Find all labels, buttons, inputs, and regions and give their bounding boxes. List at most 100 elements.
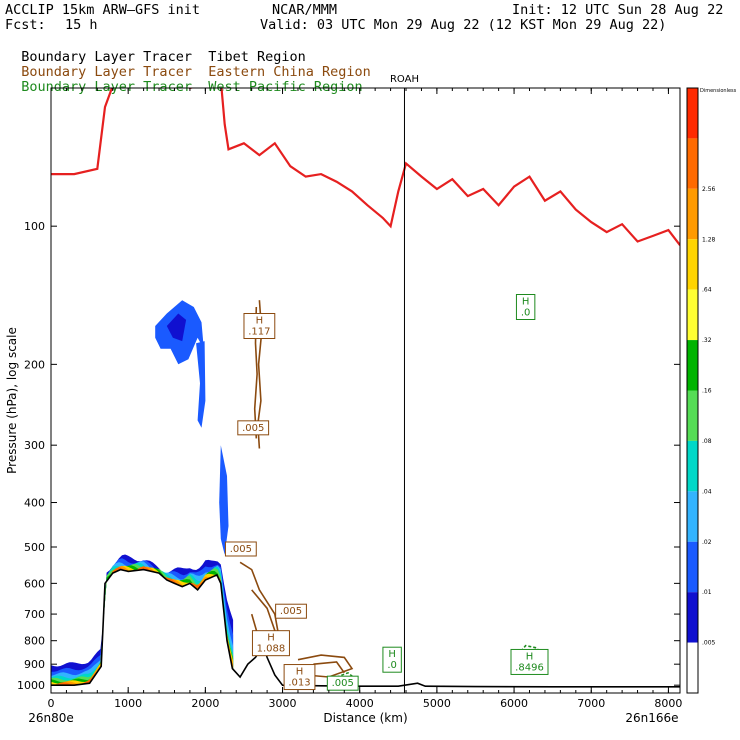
contour-value-label: .005 (275, 603, 307, 619)
contour-value-label: .005 (326, 675, 359, 691)
colorbar-frame (686, 87, 699, 694)
label-box (237, 420, 270, 436)
label-text: H (296, 667, 304, 678)
x-tick-label: 3000 (269, 697, 297, 710)
y-tick-label: 700 (24, 608, 45, 621)
forecast-label: Fcst: (5, 17, 46, 33)
label-box (243, 313, 276, 340)
contour-value-label: H.0 (382, 646, 402, 673)
colorbar-level-label: .04 (702, 488, 712, 495)
label-text: 1.088 (257, 644, 286, 655)
label-box (224, 541, 257, 557)
label-text: .0 (521, 308, 531, 319)
label-text: .005 (230, 544, 252, 555)
colorbar-segment (687, 340, 698, 391)
legend-line-tibet: Boundary Layer Tracer Tibet Region (5, 35, 306, 65)
x-axis-title: Distance (km) (323, 711, 407, 725)
colorbar-segment (687, 390, 698, 441)
legend-line-west-pacific: Boundary Layer Tracer West Pacific Regio… (5, 65, 363, 95)
valid-time: Valid: 03 UTC Mon 29 Aug 22 (12 KST Mon … (260, 17, 667, 33)
contour-value-label: H.117 (243, 313, 276, 340)
org-label: NCAR/MMM (272, 2, 338, 18)
label-text: H (526, 651, 534, 662)
colorbar-title: Dimensionless (700, 88, 737, 94)
label-text: .013 (288, 678, 310, 689)
colorbar-level-label: .08 (702, 438, 712, 445)
contour-value-label: H.013 (283, 664, 316, 691)
x-tick-label: 1000 (114, 697, 142, 710)
colorbar-segment (687, 541, 698, 593)
y-tick-label: 800 (24, 635, 45, 648)
contour-value-label: H.8496 (510, 648, 549, 675)
colorbar-segment (687, 188, 698, 240)
legend-tracer-name: Boundary Layer Tracer (21, 79, 192, 95)
contour-value-label: H1.088 (251, 630, 290, 657)
colorbar-level-label: .02 (702, 539, 712, 546)
contour-value-label: .005 (237, 420, 270, 436)
colorbar-level-label: 1.28 (702, 236, 716, 243)
colorbar-segment (687, 491, 698, 542)
label-box (326, 675, 359, 691)
legend-tracer-name: Boundary Layer Tracer (21, 64, 192, 80)
label-text: H (388, 649, 396, 660)
label-box (510, 648, 549, 675)
colorbar-level-label: .32 (702, 337, 712, 344)
upper-tracer-tail (196, 341, 206, 428)
y-tick-label: 200 (24, 358, 45, 371)
y-tick-label: 400 (24, 497, 45, 510)
contour-value-label: H.0 (515, 294, 536, 321)
label-box (275, 603, 307, 619)
contour-value-label: .005 (224, 541, 257, 557)
label-text: .005 (280, 606, 302, 617)
colorbar-level-label: .64 (702, 287, 712, 294)
colorbar-segment (687, 239, 698, 290)
x-tick-label: 4000 (346, 697, 374, 710)
x-tick-label: 0 (48, 697, 55, 710)
label-text: .005 (242, 423, 264, 434)
colorbar-segment (687, 592, 698, 643)
station-label: ROAH (390, 74, 419, 85)
y-tick-label: 600 (24, 577, 45, 590)
colorbar-segment (687, 440, 698, 492)
upper-tracer-core (166, 313, 187, 342)
x-tick-label: 6000 (500, 697, 528, 710)
x-tick-label: 8000 (654, 697, 682, 710)
label-text: .8496 (515, 662, 544, 673)
init-time: Init: 12 UTC Sun 28 Aug 22 (512, 2, 724, 18)
tropopause-line (51, 88, 680, 246)
colorbar-level-label: .005 (702, 640, 716, 647)
label-text: H (522, 297, 530, 308)
colorbar-segment (687, 642, 698, 693)
label-box (382, 646, 402, 673)
colorbar-level-label: .01 (702, 589, 712, 596)
label-text: H (256, 316, 264, 327)
colorbar-segment (687, 289, 698, 341)
terrain-line (51, 568, 680, 688)
y-tick-label: 100 (24, 220, 45, 233)
west-pacific-contour (336, 672, 357, 680)
legend-line-eastern-china: Boundary Layer Tracer Eastern China Regi… (5, 50, 371, 80)
colorbar-segment (687, 88, 698, 139)
legend-tracer-name: Boundary Layer Tracer (21, 49, 192, 65)
tracer-spike (219, 445, 229, 555)
label-text: .0 (387, 660, 397, 671)
legend-region-name: Tibet Region (208, 49, 306, 65)
legend-region-name: West Pacific Region (208, 79, 363, 95)
right-end-label: 26n166e (625, 711, 678, 725)
eastern-china-contour (297, 654, 354, 678)
legend-region-name: Eastern China Region (208, 64, 371, 80)
colorbar-segment (687, 138, 698, 189)
y-tick-label: 300 (24, 439, 45, 452)
label-text: H (267, 633, 275, 644)
label-box (251, 630, 290, 657)
model-title: ACCLIP 15km ARW–GFS init (5, 2, 201, 18)
label-text: .005 (332, 678, 354, 689)
left-end-label: 26n80e (28, 711, 74, 725)
x-tick-label: 7000 (577, 697, 605, 710)
y-tick-label: 1000 (17, 679, 45, 692)
y-tick-label: 500 (24, 541, 45, 554)
label-text: .117 (248, 327, 270, 338)
x-tick-label: 2000 (191, 697, 219, 710)
eastern-china-contour (313, 661, 345, 674)
y-axis-title: Pressure (hPa), log scale (5, 327, 19, 474)
